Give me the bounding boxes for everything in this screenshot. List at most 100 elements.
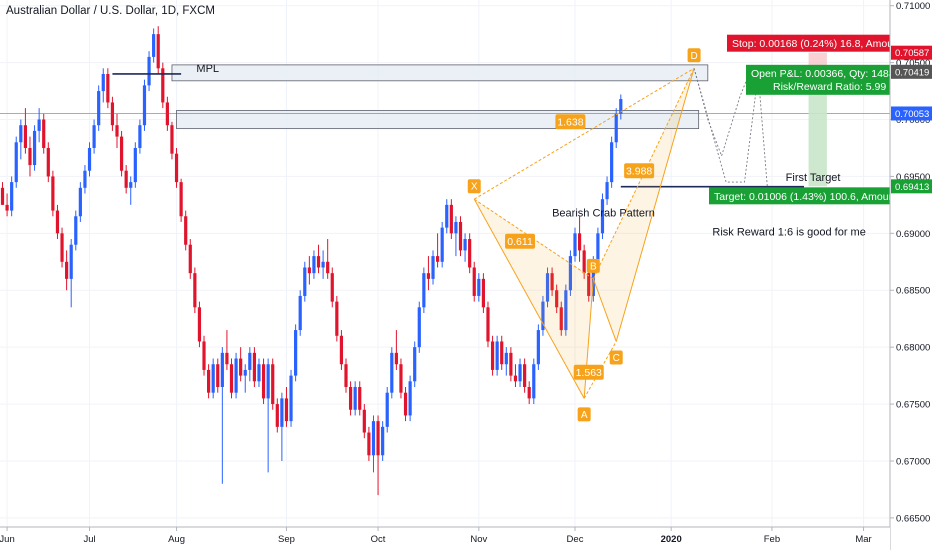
candle-body <box>367 432 371 456</box>
candle-body <box>284 398 289 422</box>
price-tag <box>891 179 932 194</box>
candle-body <box>271 364 275 405</box>
candle-body <box>426 273 431 279</box>
candle-body <box>303 267 307 296</box>
candle-body <box>23 125 27 148</box>
candle-body <box>490 341 495 370</box>
drawn-lines <box>0 68 890 188</box>
candle-body <box>129 182 133 188</box>
candle-body <box>261 364 266 399</box>
stop-label-box <box>727 34 890 52</box>
candle-body <box>532 364 536 399</box>
candle-body <box>458 221 463 251</box>
candle-body <box>69 244 73 279</box>
candle-body <box>463 239 467 251</box>
candle-body <box>509 352 513 376</box>
candle-body <box>60 233 64 262</box>
candle-body <box>330 273 334 302</box>
candle-body <box>207 369 211 393</box>
candle-body <box>390 352 394 393</box>
candle-body <box>257 364 261 382</box>
price-axis[interactable]: 0.71000 0.70500 0.70000 0.69500 0.69000 0.685… <box>889 0 932 550</box>
candle-body <box>568 256 573 291</box>
price-tick-label: 0.71000 <box>896 1 930 12</box>
target-zone <box>808 71 827 187</box>
candle-body <box>51 176 55 211</box>
candle-body <box>174 153 179 183</box>
candle-body <box>527 386 531 399</box>
candle-body <box>536 330 540 365</box>
target-label-box <box>709 187 890 205</box>
candle-body <box>229 364 234 393</box>
candle-body <box>32 130 37 166</box>
pattern-point-label: C <box>613 353 620 364</box>
candle-body <box>518 364 522 382</box>
time-tick-label: 2020 <box>661 534 682 545</box>
candle-body <box>523 364 527 387</box>
annotation-text: Bearish Crab Pattern <box>552 207 655 219</box>
candle-body <box>605 182 609 200</box>
candle-body <box>417 307 421 348</box>
candle-body <box>307 267 311 274</box>
candle-body <box>101 73 105 92</box>
candle-body <box>376 421 380 456</box>
candle-body <box>582 250 586 274</box>
pattern-triangle <box>593 68 695 342</box>
supply-zone <box>171 64 709 82</box>
candle-body <box>564 290 568 331</box>
candle-body <box>381 426 385 456</box>
candle-body <box>454 221 458 234</box>
price-tick-label: 0.69500 <box>896 172 930 183</box>
time-tick-label: Aug <box>168 534 185 545</box>
price-tick-label: 0.67500 <box>896 400 930 411</box>
candle-body <box>422 273 426 308</box>
candle-body <box>225 352 229 365</box>
pattern-leg <box>592 278 617 342</box>
candle-body <box>170 125 174 154</box>
price-tag <box>891 106 932 121</box>
price-tick-label: 0.68000 <box>896 343 930 354</box>
candle-body <box>339 335 344 365</box>
candle-body <box>161 68 165 103</box>
candle-body <box>239 358 243 376</box>
candle-body <box>481 278 485 308</box>
candle-body <box>46 147 50 177</box>
candle-body <box>42 119 46 148</box>
candle-body <box>436 256 440 262</box>
candle-body <box>78 187 82 217</box>
position-tool[interactable]: Stop: 0.00168 (0.24%) 16.8, Amount: 2 Ope… <box>709 34 914 205</box>
candle-body <box>83 170 87 188</box>
candle-body <box>495 341 499 370</box>
candle-body <box>0 187 5 205</box>
pattern-triangle <box>474 199 594 399</box>
ratio-badge <box>505 233 536 249</box>
candle-body <box>202 341 206 370</box>
candle-body <box>156 34 160 69</box>
candle-body <box>587 273 591 296</box>
candle-body <box>577 233 582 251</box>
price-tick-label: 0.70500 <box>896 58 930 69</box>
candle-body <box>348 386 353 410</box>
pnl-box <box>746 64 890 95</box>
candle-body <box>142 85 147 126</box>
candle-body <box>573 233 577 257</box>
time-axis[interactable]: Jun Jul Aug Sep Oct Nov Dec 2020 Feb Mar <box>0 526 890 550</box>
price-tick-label: 0.70000 <box>896 115 930 126</box>
candle-body <box>147 56 151 86</box>
time-tick-label: Dec <box>567 534 584 545</box>
annotations: MPL Bearish Crab Pattern Risk Reward 1:6 i… <box>196 63 865 239</box>
candle-body <box>248 352 252 370</box>
ratio-badge <box>573 364 604 380</box>
candle-body <box>445 204 449 228</box>
candle-body <box>353 386 357 410</box>
candle-body <box>559 307 563 331</box>
candle-body <box>596 233 600 262</box>
candle-body <box>74 216 78 245</box>
price-tag-label: 0.70587 <box>895 48 929 59</box>
candle-body <box>119 136 124 171</box>
candle-body <box>115 125 119 137</box>
candle-body <box>289 375 293 422</box>
candle-body <box>371 421 376 456</box>
